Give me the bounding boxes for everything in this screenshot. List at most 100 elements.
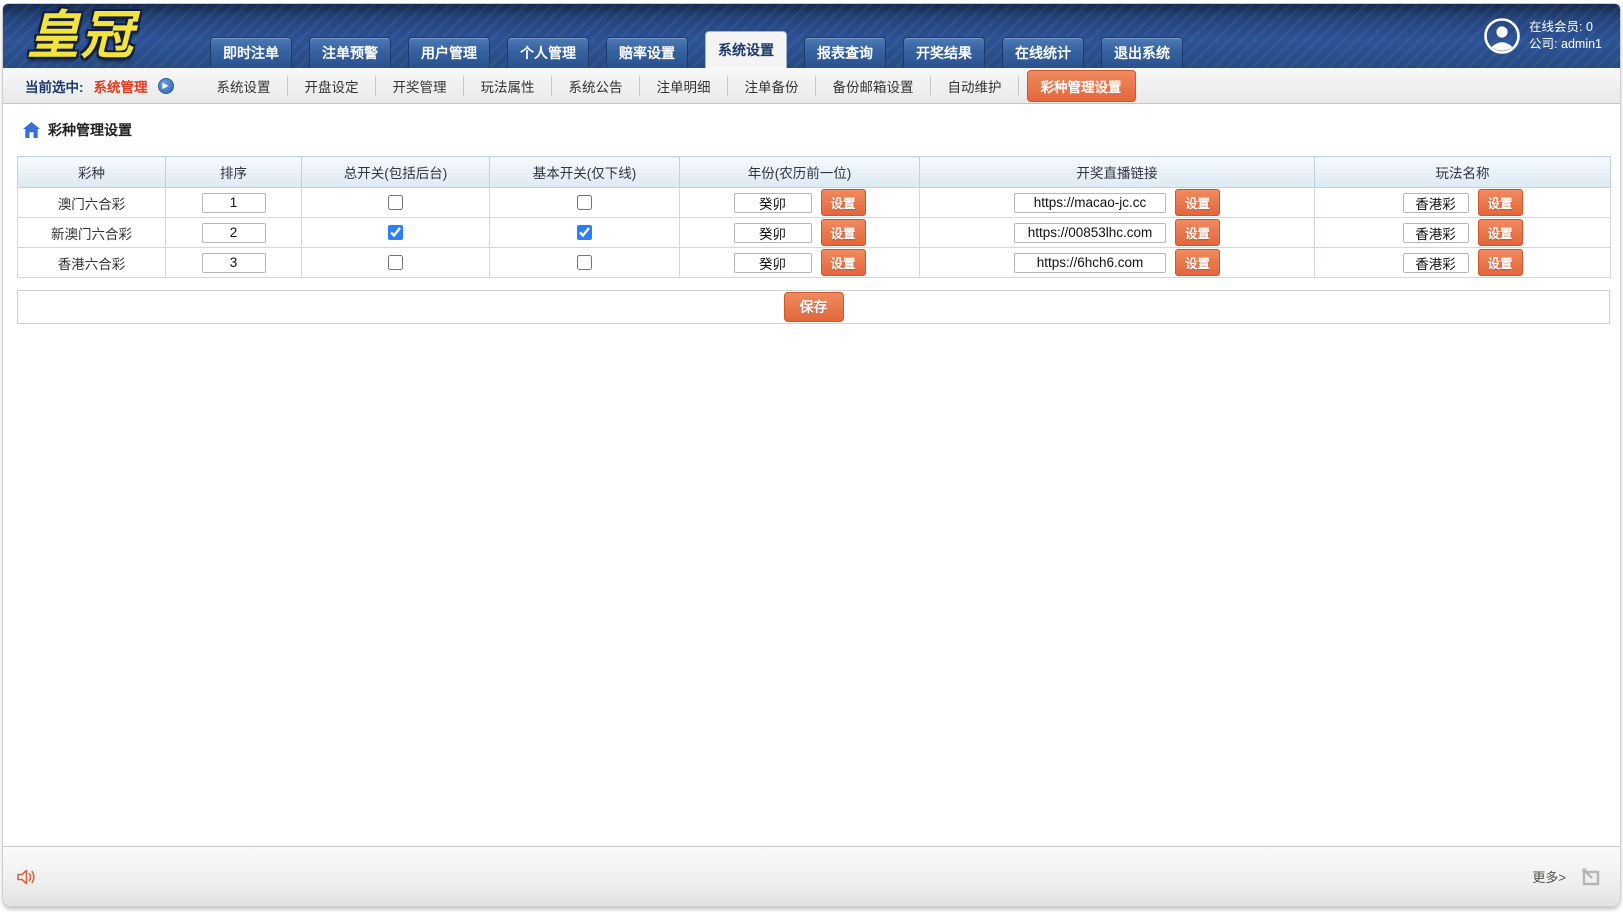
page-title-row: 彩种管理设置	[3, 104, 1620, 153]
tab-开奖结果[interactable]: 开奖结果	[903, 37, 985, 68]
year-input[interactable]	[733, 222, 812, 243]
lottery-name-cell: 澳门六合彩	[17, 187, 166, 218]
year-input[interactable]	[733, 252, 812, 273]
play-name-input[interactable]	[1402, 222, 1469, 243]
subnav-item-系统设置[interactable]: 系统设置	[200, 73, 288, 99]
online-members-value: 0	[1586, 20, 1593, 34]
live-url-set-button[interactable]: 设置	[1175, 249, 1220, 276]
play-name-set-button[interactable]: 设置	[1477, 189, 1523, 216]
user-info: 在线会员: 0 公司: admin1	[1529, 19, 1602, 53]
table-row: 澳门六合彩 设置 设置 设置	[17, 187, 1611, 218]
lottery-name-cell: 新澳门六合彩	[17, 217, 166, 248]
subnav-item-彩种管理设置[interactable]: 彩种管理设置	[1026, 69, 1136, 102]
table-row: 新澳门六合彩 设置 设置 设置	[17, 217, 1611, 248]
play-name-input[interactable]	[1402, 252, 1469, 273]
subnav-item-开盘设定[interactable]: 开盘设定	[288, 73, 376, 99]
announcement-speaker-icon[interactable]	[17, 868, 37, 886]
play-name-set-button[interactable]: 设置	[1477, 249, 1523, 276]
top-header-bar: 皇冠 即时注单 注单预警 用户管理 个人管理 赔率设置 系统设置 报表查询 开奖结果 在线统计退…	[3, 4, 1620, 68]
year-cell: 设置	[679, 217, 920, 248]
home-icon	[23, 122, 40, 138]
basic-switch-cell	[489, 217, 680, 248]
subnav-item-开奖管理[interactable]: 开奖管理	[376, 73, 464, 99]
app-window: 皇冠 即时注单 注单预警 用户管理 个人管理 赔率设置 系统设置 报表查询 开奖结果 在线统计退…	[3, 4, 1620, 906]
column-header: 基本开关(仅下线)	[489, 156, 680, 188]
live-url-cell: 设置	[919, 217, 1315, 248]
subnav-item-注单明细[interactable]: 注单明细	[640, 73, 728, 99]
column-header: 总开关(包括后台)	[301, 156, 490, 188]
live-url-input[interactable]	[1014, 222, 1166, 243]
play-name-cell: 设置	[1314, 217, 1611, 248]
current-selection-label: 当前选中:	[25, 79, 84, 95]
footer-bar: 更多>	[3, 846, 1620, 906]
live-url-set-button[interactable]: 设置	[1175, 189, 1220, 216]
table-row: 香港六合彩 设置 设置 设置	[17, 247, 1611, 278]
year-set-button[interactable]: 设置	[820, 219, 866, 246]
live-url-input[interactable]	[1014, 192, 1166, 213]
current-selection-value: 系统管理	[93, 79, 148, 95]
year-cell: 设置	[679, 247, 920, 278]
year-set-button[interactable]: 设置	[820, 189, 866, 216]
expand-menu-arrow-icon[interactable]: ▶	[157, 77, 174, 94]
sort-input[interactable]	[201, 252, 266, 273]
basic-switch-cell	[489, 187, 680, 218]
tab-系统设置[interactable]: 系统设置	[705, 31, 787, 68]
master-switch-cell	[301, 187, 490, 218]
subnav-item-玩法属性[interactable]: 玩法属性	[464, 73, 552, 99]
master-switch-cell	[301, 217, 490, 248]
sort-input[interactable]	[201, 192, 266, 213]
live-url-cell: 设置	[919, 187, 1315, 218]
play-name-cell: 设置	[1314, 247, 1611, 278]
sort-cell	[165, 187, 302, 218]
tab-即时注单[interactable]: 即时注单	[210, 37, 292, 68]
tab-退出系统[interactable]: 退出系统	[1101, 37, 1183, 68]
year-set-button[interactable]: 设置	[820, 249, 866, 276]
tab-用户管理[interactable]: 用户管理	[408, 37, 490, 68]
master-switch-checkbox[interactable]	[388, 195, 403, 211]
tab-在线统计[interactable]: 在线统计	[1002, 37, 1084, 68]
save-row: 保存	[17, 290, 1610, 324]
subnav-item-注单备份[interactable]: 注单备份	[728, 73, 816, 99]
popout-expand-icon[interactable]	[1580, 867, 1602, 887]
column-header: 年份(农历前一位)	[679, 156, 920, 188]
tab-赔率设置[interactable]: 赔率设置	[606, 37, 688, 68]
live-url-input[interactable]	[1014, 252, 1166, 273]
subnav-item-系统公告[interactable]: 系统公告	[552, 73, 640, 99]
sort-cell	[165, 247, 302, 278]
column-header: 玩法名称	[1314, 156, 1611, 188]
user-avatar-icon	[1484, 18, 1520, 54]
live-url-cell: 设置	[919, 247, 1315, 278]
basic-switch-checkbox[interactable]	[577, 225, 592, 241]
sort-cell	[165, 217, 302, 248]
master-switch-checkbox[interactable]	[388, 225, 403, 241]
subnav-item-备份邮箱设置[interactable]: 备份邮箱设置	[816, 73, 931, 99]
tab-报表查询[interactable]: 报表查询	[804, 37, 886, 68]
secondary-navigation: 当前选中: 系统管理 ▶ 系统设置 开盘设定 开奖管理 玩法属性 系统公告 注单明细 注单备…	[3, 68, 1620, 104]
footer-right-group: 更多>	[1532, 867, 1602, 887]
play-name-input[interactable]	[1402, 192, 1469, 213]
lottery-name-cell: 香港六合彩	[17, 247, 166, 278]
lottery-settings-table: 彩种 排序 总开关(包括后台) 基本开关(仅下线) 年份(农历前一位) 开奖直播链接 玩法名…	[17, 156, 1611, 278]
play-name-set-button[interactable]: 设置	[1477, 219, 1523, 246]
main-navigation: 即时注单 注单预警 用户管理 个人管理 赔率设置 系统设置 报表查询 开奖结果 在线统计 退出系统	[210, 31, 1183, 68]
sort-input[interactable]	[201, 222, 266, 243]
live-url-set-button[interactable]: 设置	[1175, 219, 1220, 246]
company-value: admin1	[1561, 37, 1602, 51]
master-switch-checkbox[interactable]	[388, 255, 403, 271]
subnav-items: 系统设置 开盘设定 开奖管理 玩法属性 系统公告 注单明细 注单备份 备份邮箱设置 自动维护 彩种…	[200, 69, 1136, 102]
year-cell: 设置	[679, 187, 920, 218]
main-content: 彩种管理设置 彩种 排序 总开关(包括后台) 基本开关(仅下线) 年份(农历前一位) 开奖…	[3, 104, 1620, 846]
save-button[interactable]: 保存	[783, 292, 844, 322]
year-input[interactable]	[733, 192, 812, 213]
more-link[interactable]: 更多>	[1532, 870, 1566, 885]
subnav-item-自动维护[interactable]: 自动维护	[931, 73, 1019, 99]
basic-switch-checkbox[interactable]	[577, 195, 592, 211]
column-header: 排序	[165, 156, 302, 188]
tab-注单预警[interactable]: 注单预警	[309, 37, 391, 68]
table-header-row: 彩种 排序 总开关(包括后台) 基本开关(仅下线) 年份(农历前一位) 开奖直播链接 玩法名…	[17, 156, 1611, 188]
brand-logo: 皇冠	[27, 7, 136, 65]
basic-switch-checkbox[interactable]	[577, 255, 592, 271]
company: 公司: admin1	[1529, 37, 1602, 51]
tab-个人管理[interactable]: 个人管理	[507, 37, 589, 68]
online-members: 在线会员: 0	[1529, 20, 1593, 34]
